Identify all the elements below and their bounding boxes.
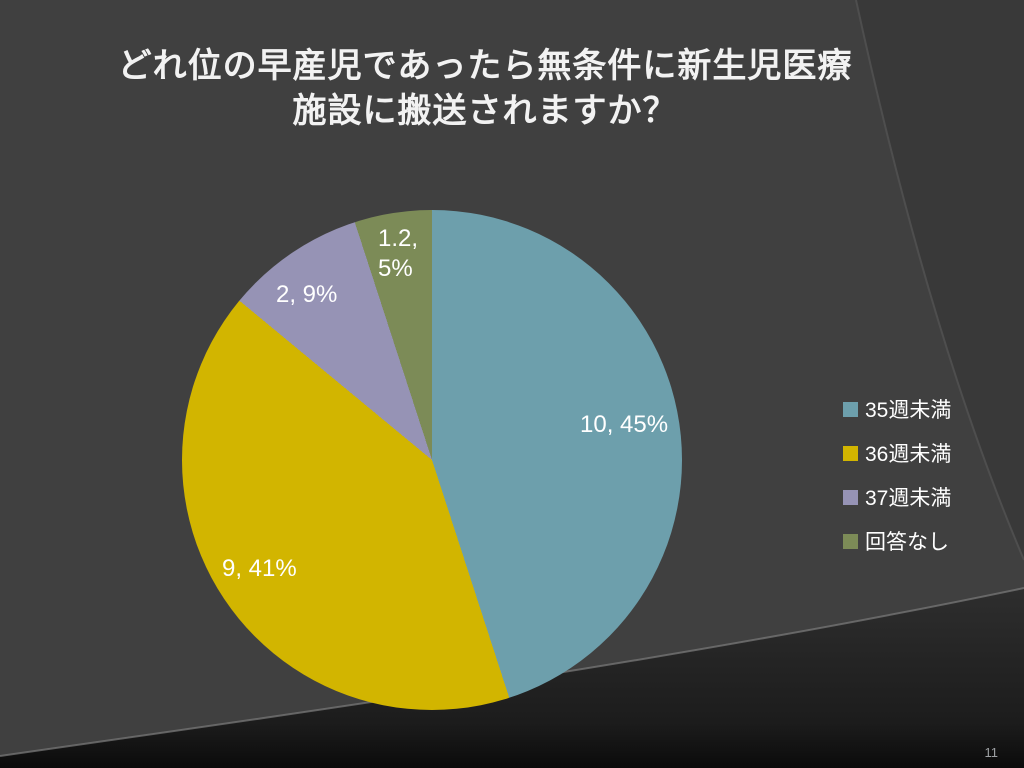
chart-legend: 35週未満 36週未満 37週未満 回答なし [843,394,951,570]
top-right-curve-line [855,0,1024,561]
legend-swatch-35weeks-icon [843,401,858,417]
legend-item-37weeks: 37週未満 [843,482,951,512]
pie-data-label-35weeks: 10, 45% [580,411,669,438]
legend-label: 37週未満 [865,487,952,510]
legend-item-no-answer: 回答なし [843,526,951,556]
page-number: 11 [984,745,999,760]
legend-label: 36週未満 [865,443,952,466]
pie-data-label-no-answer: 1.2, 5% [378,225,419,282]
slide-title: どれ位の早産児であったら無条件に新生児医療 施設に搬送されますか？ [117,47,853,130]
pie-data-label-36weeks: 9, 41% [222,555,297,582]
legend-swatch-37weeks-icon [843,489,858,505]
pie-data-label-37weeks: 2, 9% [276,281,338,308]
legend-label: 回答なし [865,531,949,554]
bottom-curve [0,588,1024,768]
legend-item-35weeks: 35週未満 [843,394,951,424]
legend-swatch-no-answer-icon [843,533,858,549]
legend-label: 35週未満 [865,399,952,422]
legend-item-36weeks: 36週未満 [843,438,951,468]
legend-swatch-36weeks-icon [843,445,858,461]
top-right-curve [856,0,1024,560]
pie-chart [182,210,682,710]
